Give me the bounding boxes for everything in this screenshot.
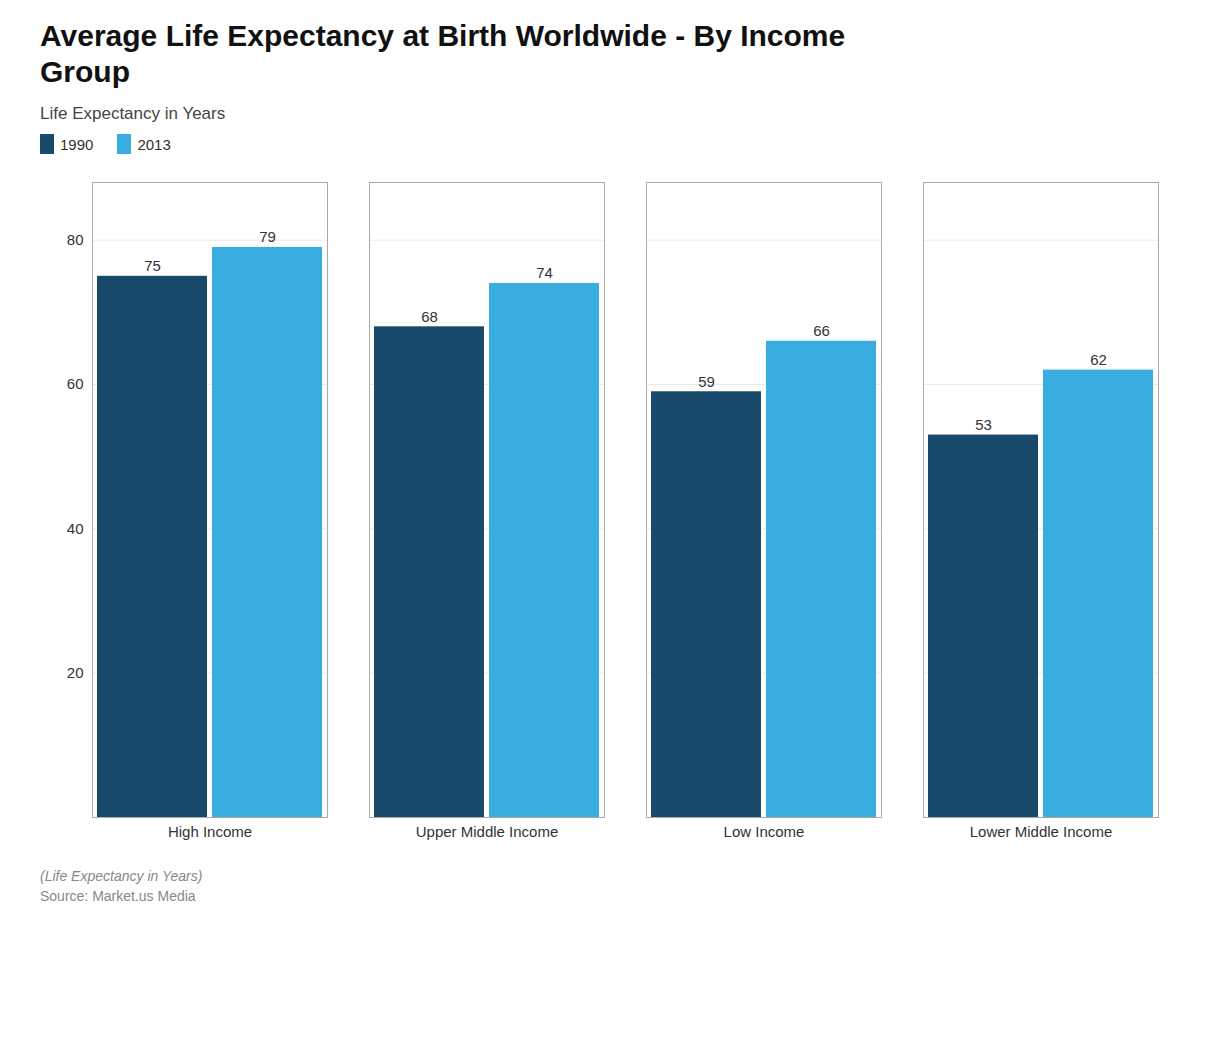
svg-text:80: 80 [67, 231, 84, 248]
svg-text:79: 79 [259, 228, 276, 245]
html-text:2013: 2013 [137, 135, 171, 153]
svg-text:60: 60 [67, 375, 84, 392]
html-text:Average Life Expectancy at Bir: Average Life Expectancy at Birth Worldwi… [40, 19, 846, 88]
svg-text:62: 62 [1090, 351, 1107, 368]
svg-text:68: 68 [421, 308, 438, 325]
svg-text:40: 40 [67, 520, 84, 537]
svg-text:Lower Middle Income: Lower Middle Income [970, 823, 1113, 840]
svg-text:Upper Middle Income: Upper Middle Income [416, 823, 559, 840]
svg-text:59: 59 [698, 373, 715, 390]
html-text:(Life Expectancy in Years): (Life Expectancy in Years) [40, 868, 203, 884]
svg-text:Low Income: Low Income [724, 823, 805, 840]
html-text:Source: Market.us Media: Source: Market.us Media [40, 888, 196, 904]
svg-text:66: 66 [813, 322, 830, 339]
html-text:Life Expectancy in Years: Life Expectancy in Years [40, 104, 226, 123]
svg-text:High Income: High Income [168, 823, 252, 840]
html-text:1990: 1990 [60, 135, 94, 153]
svg-text:53: 53 [975, 416, 992, 433]
svg-text:20: 20 [67, 664, 84, 681]
svg-text:75: 75 [144, 257, 161, 274]
svg-text:74: 74 [536, 264, 553, 281]
